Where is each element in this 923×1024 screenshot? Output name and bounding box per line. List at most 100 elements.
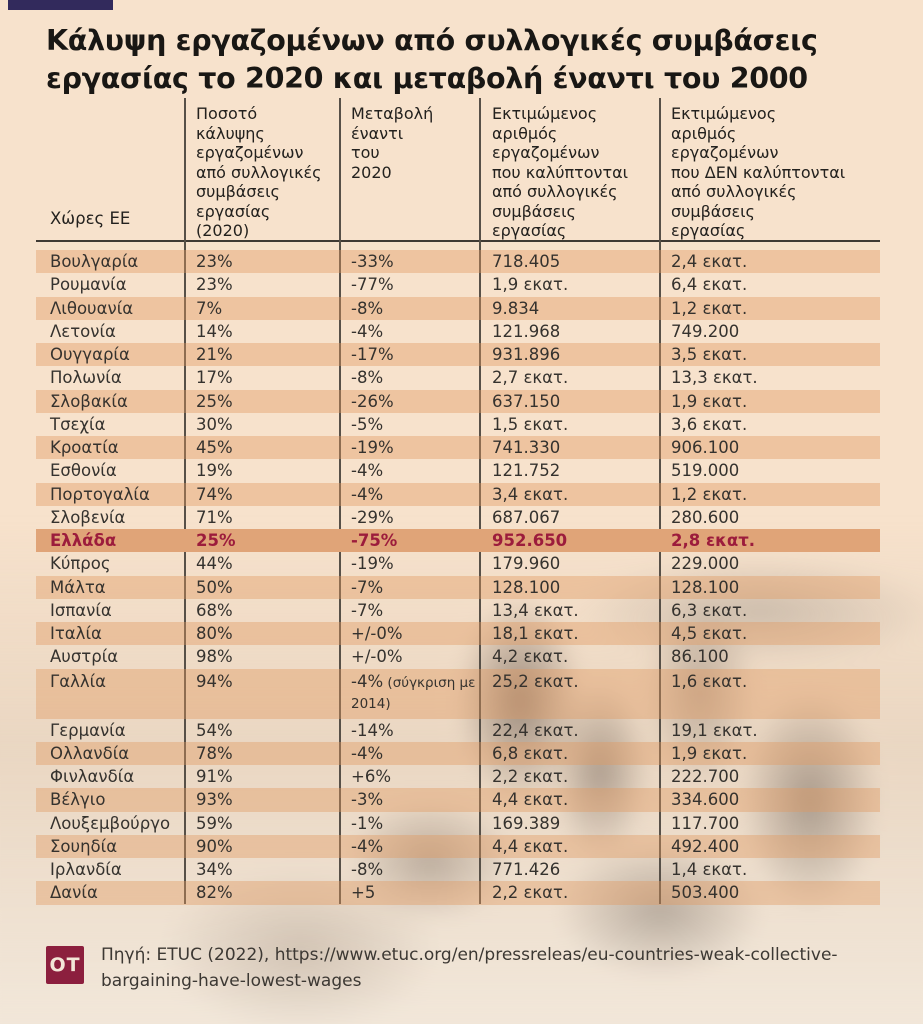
covered-cell: 4,2 εκατ. [492, 647, 569, 667]
coverage-cell: 44% [196, 554, 233, 574]
table-row: Σουηδία 90% -4% 4,4 εκατ. 492.400 [36, 834, 880, 858]
not-covered-cell: 6,4 εκατ. [671, 275, 748, 295]
not-covered-cell: 222.700 [671, 767, 740, 786]
table-row: Φινλανδία 91% +6% 2,2 εκατ. 222.700 [36, 765, 880, 788]
not-covered-cell: 3,5 εκατ. [671, 345, 748, 364]
change-cell: +/-0% [351, 647, 403, 667]
coverage-cell: 59% [196, 813, 233, 833]
not-covered-cell: 1,4 εκατ. [671, 860, 748, 879]
table-row: Σλοβακία 25% -26% 637.150 1,9 εκατ. [36, 389, 880, 413]
coverage-cell: 30% [196, 414, 233, 434]
source-footer: ΟΤ Πηγή: ETUC (2022), https://www.etuc.o… [46, 942, 876, 994]
table-body: Βουλγαρία 23% -33% 718.405 2,4 εκατ. Ρουμανία… [36, 250, 880, 905]
change-cell: -7% [351, 577, 384, 597]
table-row: Αυστρία 98% +/-0% 4,2 εκατ. 86.100 [36, 645, 880, 668]
change-cell: -19% [351, 554, 394, 574]
table-row: Ισπανία 68% -7% 13,4 εκατ. 6,3 εκατ. [36, 599, 880, 622]
table-row: Ολλανδία 78% -4% 6,8 εκατ. 1,9 εκατ. [36, 741, 880, 765]
ot-logo: ΟΤ [46, 946, 84, 984]
coverage-cell: 34% [196, 860, 233, 879]
not-covered-cell: 19,1 εκατ. [671, 720, 758, 740]
covered-cell: 718.405 [492, 252, 561, 271]
coverage-cell: 68% [196, 600, 233, 620]
table-row: Λιθουανία 7% -8% 9.834 1,2 εκατ. [36, 296, 880, 320]
not-covered-cell: 117.700 [671, 813, 740, 833]
source-text: Πηγή: ETUC (2022), https://www.etuc.org/… [101, 945, 838, 991]
coverage-cell: 50% [196, 577, 233, 597]
table-row: Γαλλία 94% -4% (σύγκριση με 2014) 25,2 εκατ… [36, 668, 880, 719]
table-row: Βέλγιο 93% -3% 4,4 εκατ. 334.600 [36, 788, 880, 812]
column-divider [184, 98, 186, 904]
not-covered-cell: 229.000 [671, 554, 740, 574]
covered-cell: 2,2 εκατ. [492, 883, 569, 903]
coverage-cell: 80% [196, 624, 233, 643]
covered-cell: 13,4 εκατ. [492, 600, 579, 620]
country-cell: Πολωνία [50, 368, 122, 388]
change-cell: -1% [351, 813, 384, 833]
country-cell: Λιθουανία [50, 298, 134, 318]
table-row: Ελλάδα 25% -75% 952.650 2,8 εκατ. [36, 529, 880, 553]
not-covered-cell: 749.200 [671, 321, 740, 341]
coverage-cell: 82% [196, 883, 233, 903]
column-header: Εκτιμώμενος αριθμός εργαζομένων που ΔΕΝ … [671, 104, 846, 240]
country-cell: Σλοβενία [50, 507, 126, 527]
covered-cell: 741.330 [492, 438, 561, 457]
table-row: Ρουμανία 23% -77% 1,9 εκατ. 6,4 εκατ. [36, 273, 880, 296]
table-row: Ουγγαρία 21% -17% 931.896 3,5 εκατ. [36, 343, 880, 367]
not-covered-cell: 1,2 εκατ. [671, 298, 748, 318]
change-cell: -8% [351, 860, 384, 879]
change-cell: -4% [351, 836, 384, 856]
covered-cell: 179.960 [492, 554, 561, 574]
country-cell: Ολλανδία [50, 743, 130, 763]
country-cell: Δανία [50, 883, 98, 903]
country-cell: Κύπρος [50, 554, 111, 574]
change-cell: -8% [351, 368, 384, 388]
header-divider [36, 240, 880, 242]
change-cell: -14% [351, 720, 394, 740]
covered-cell: 687.067 [492, 507, 561, 527]
coverage-cell: 25% [196, 531, 236, 550]
country-cell: Ελλάδα [50, 531, 117, 550]
table-row: Εσθονία 19% -4% 121.752 519.000 [36, 459, 880, 482]
coverage-cell: 71% [196, 507, 233, 527]
country-cell: Πορτογαλία [50, 484, 150, 504]
table-row: Σλοβενία 71% -29% 687.067 280.600 [36, 506, 880, 529]
not-covered-cell: 503.400 [671, 883, 740, 903]
column-divider [339, 98, 341, 904]
column-header: Εκτιμώμενος αριθμός εργαζομένων που καλύ… [492, 104, 629, 240]
change-cell: -75% [351, 531, 398, 550]
change-note: (σύγκριση με 2014) [351, 674, 476, 712]
country-cell: Σλοβακία [50, 391, 128, 411]
change-cell: -4% [351, 484, 384, 504]
change-cell: -26% [351, 391, 394, 411]
country-cell: Βέλγιο [50, 790, 106, 810]
coverage-cell: 91% [196, 767, 233, 786]
not-covered-cell: 280.600 [671, 507, 740, 527]
page-title: Κάλυψη εργαζομένων από συλλογικές συμβάσ… [46, 24, 818, 96]
not-covered-cell: 2,8 εκατ. [671, 531, 756, 550]
change-cell: +/-0% [351, 624, 403, 643]
top-accent-bar [8, 0, 113, 10]
covered-cell: 25,2 εκατ. [492, 671, 579, 691]
coverage-cell: 98% [196, 647, 233, 667]
not-covered-cell: 519.000 [671, 461, 740, 481]
country-cell: Ισπανία [50, 600, 112, 620]
coverage-cell: 45% [196, 438, 233, 457]
country-cell: Βουλγαρία [50, 252, 139, 271]
change-cell: -3% [351, 790, 384, 810]
coverage-cell: 17% [196, 368, 233, 388]
column-divider [659, 98, 661, 904]
covered-cell: 931.896 [492, 345, 561, 364]
covered-cell: 952.650 [492, 531, 568, 550]
change-cell: -7% [351, 600, 384, 620]
covered-cell: 18,1 εκατ. [492, 624, 579, 643]
country-cell: Ρουμανία [50, 275, 127, 295]
not-covered-cell: 4,5 εκατ. [671, 624, 748, 643]
covered-cell: 6,8 εκατ. [492, 743, 569, 763]
table-row: Ιρλανδία 34% -8% 771.426 1,4 εκατ. [36, 858, 880, 881]
not-covered-cell: 1,2 εκατ. [671, 484, 748, 504]
column-header: Χώρες ΕΕ [50, 208, 131, 228]
country-cell: Ιταλία [50, 624, 102, 643]
covered-cell: 121.968 [492, 321, 561, 341]
country-cell: Τσεχία [50, 414, 106, 434]
